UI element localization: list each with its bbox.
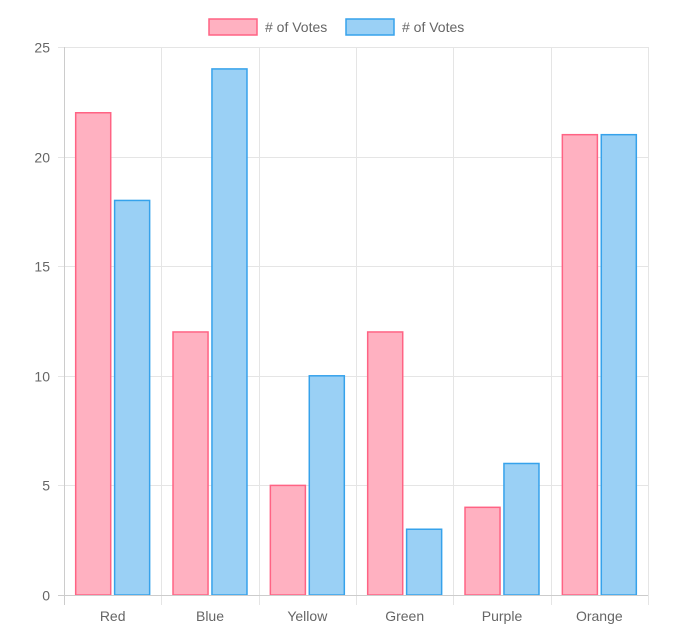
legend-label-series-2[interactable]: # of Votes: [402, 19, 464, 35]
bar-yellow-series-2[interactable]: [308, 375, 346, 596]
y-tick-label: 10: [34, 369, 50, 385]
legend-swatch-series-1[interactable]: [208, 18, 258, 36]
legend-label-series-1[interactable]: # of Votes: [265, 19, 327, 35]
y-tick-label: 15: [34, 259, 50, 275]
bar-blue-series-2[interactable]: [211, 68, 248, 596]
x-tick-label: Red: [100, 608, 126, 624]
x-tick-label: Purple: [482, 608, 523, 624]
axes: 0 5 10 15 20 25 Red Blue Yellow Green Purple Orange: [34, 40, 648, 624]
bar-yellow-series-1[interactable]: [269, 484, 307, 596]
bar-red-series-1[interactable]: [74, 112, 112, 596]
bar-orange-series-1[interactable]: [561, 133, 599, 596]
y-tick-label: 25: [34, 40, 50, 56]
x-tick-label: Yellow: [287, 608, 328, 624]
bar-green-series-1[interactable]: [366, 331, 404, 596]
bar-red-series-2[interactable]: [113, 199, 151, 596]
x-tick-label: Orange: [576, 608, 623, 624]
y-tick-label: 20: [34, 150, 50, 166]
legend[interactable]: # of Votes # of Votes: [208, 18, 464, 36]
y-tick-label: 5: [42, 478, 50, 494]
x-tick-label: Blue: [196, 608, 224, 624]
bar-blue-series-1[interactable]: [172, 331, 209, 596]
x-tick-label: Green: [385, 608, 424, 624]
legend-swatch-series-2[interactable]: [345, 18, 395, 36]
bar-orange-series-2[interactable]: [600, 133, 638, 596]
bars: [74, 68, 638, 596]
bar-purple-series-1[interactable]: [464, 506, 501, 596]
bar-green-series-2[interactable]: [405, 528, 443, 596]
bar-purple-series-2[interactable]: [503, 462, 540, 596]
grid-lines: [58, 47, 649, 605]
y-tick-label: 0: [42, 588, 50, 604]
